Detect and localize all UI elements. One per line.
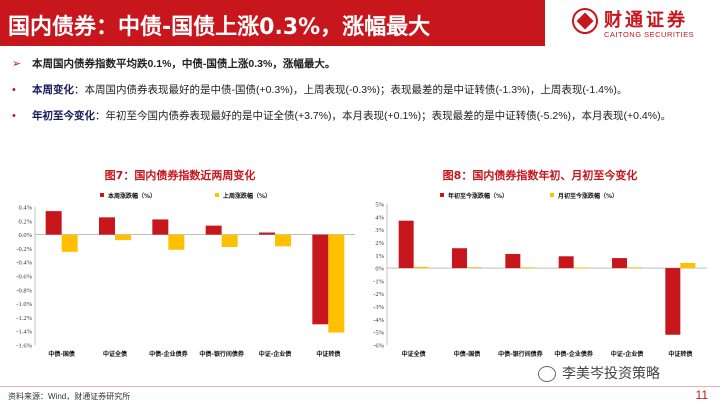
bar (467, 267, 482, 269)
y-tick-label: 1% (375, 253, 384, 260)
x-category-label: 中证全债 (103, 350, 127, 358)
legend-label: 本周涨跌幅（%） (108, 192, 156, 200)
legend-label: 月初至今涨跌幅（%） (557, 192, 618, 200)
chart-title: 图7：国内债券指数近两周变化 (105, 168, 256, 182)
x-category-label: 中证转债 (316, 350, 340, 358)
legend-swatch (550, 193, 554, 197)
legend-label: 年初至今涨跌幅（%） (448, 192, 508, 200)
x-category-label: 中债-国债 (454, 350, 481, 358)
bar (398, 220, 414, 269)
legend-label: 上周涨跌幅（%） (223, 192, 271, 200)
chart-title: 图8：国内债券指数年初、月初至今变化 (443, 168, 638, 182)
y-tick-label: 0.2% (18, 218, 32, 225)
bar (505, 253, 521, 269)
bar (558, 256, 574, 269)
watermark-text: 李美岑投资策略 (562, 366, 660, 382)
bullet-lead: 本周变化 (32, 84, 74, 96)
arrow-bullet-icon: ➢ (12, 58, 22, 70)
logo-name: 财通证券 (604, 10, 688, 31)
y-tick-label: -6% (373, 343, 384, 350)
title-bar: 国内债券：中债-国债上涨0.3%，涨幅最大 (0, 0, 545, 46)
y-tick-label: -0.6% (16, 274, 32, 281)
dot-bullet-icon: • (12, 84, 16, 96)
y-tick-label: 0% (375, 266, 384, 273)
x-category-label: 中债-银行间债券 (199, 350, 244, 358)
bar (328, 234, 345, 333)
footer-divider (0, 386, 720, 387)
y-tick-label: -1.4% (16, 329, 32, 336)
bar (612, 258, 627, 269)
x-category-label: 中证转债 (668, 350, 692, 358)
x-category-label: 中债-国债 (48, 350, 75, 358)
wechat-icon (538, 366, 556, 382)
summary-bullets: ➢ 本周国内债券指数平均跌0.1%，中债-国债上涨0.3%，涨幅最大。 • 本周… (12, 57, 712, 135)
legend-swatch (100, 193, 104, 197)
bullet-ytd: • 年初至今变化：年初至今国内债券表现最好的是中证全债(+3.7%)，本月表现(… (12, 109, 712, 135)
logo-icon (572, 8, 598, 34)
bar (520, 267, 536, 269)
bar (115, 234, 131, 241)
y-tick-label: -1.2% (16, 315, 32, 322)
bullet-text: ：本周国内债券表现最好的是中债-国债(+0.3%)，上周表现(-0.3%)；表现… (74, 84, 628, 96)
x-category-label: 中债-企业债券 (149, 350, 188, 358)
y-tick-label: -1% (373, 278, 384, 285)
bar (312, 234, 329, 325)
y-tick-label: 0.0% (18, 232, 32, 239)
bar (61, 234, 78, 252)
bullet-lead: 年初至今变化 (32, 110, 95, 122)
y-tick-label: -0.2% (16, 246, 32, 253)
bar (205, 225, 222, 235)
x-category-label: 中债-银行间债券 (498, 350, 543, 358)
bar (627, 267, 642, 269)
y-tick-label: -4% (373, 317, 384, 324)
x-category-label: 中证-企业债 (611, 350, 644, 358)
watermark: 李美岑投资策略 (538, 363, 660, 383)
page-title: 国内债券：中债-国债上涨0.3%，涨幅最大 (8, 15, 431, 40)
x-category-label: 中证-企业债 (259, 350, 292, 358)
y-tick-label: -0.4% (16, 260, 32, 267)
y-tick-label: -1.6% (16, 343, 32, 350)
y-tick-label: 4% (375, 214, 384, 221)
bar (413, 266, 429, 269)
dot-bullet-icon: • (12, 110, 16, 122)
legend-swatch (215, 193, 219, 197)
bar (99, 217, 115, 235)
y-tick-label: 2% (375, 240, 384, 247)
company-logo: 财通证券 CAITONG SECURITIES (572, 6, 712, 42)
bar (221, 234, 238, 248)
bar (152, 219, 169, 235)
bullet-weekly: • 本周变化：本周国内债券表现最好的是中债-国债(+0.3%)，上周表现(-0.… (12, 83, 712, 109)
logo-english: CAITONG SECURITIES (604, 30, 695, 39)
bar (275, 234, 291, 247)
bar (45, 211, 62, 235)
bar (573, 267, 589, 269)
bullet-text: 本周国内债券指数平均跌0.1%，中债-国债上涨0.3%，涨幅最大。 (32, 58, 336, 70)
x-category-label: 中债-企业债券 (554, 350, 593, 358)
legend-swatch (440, 193, 444, 197)
bar (452, 248, 467, 269)
bar (168, 234, 185, 250)
bar (259, 232, 275, 235)
y-tick-label: -3% (373, 304, 384, 311)
y-tick-label: -2% (373, 291, 384, 298)
bar (680, 262, 696, 269)
y-tick-label: -0.8% (16, 287, 32, 294)
x-category-label: 中证全债 (402, 350, 426, 358)
y-tick-label: 0.4% (18, 205, 32, 212)
source-note: 资料来源：Wind，财通证券研究所 (8, 392, 131, 401)
y-tick-label: -5% (373, 330, 384, 337)
bar (665, 268, 681, 335)
y-tick-label: 3% (375, 227, 384, 234)
y-tick-label: 5% (375, 202, 384, 209)
page-number: 11 (695, 388, 708, 402)
bullet-text: ：年初至今国内债券表现最好的是中证全债(+3.7%)，本月表现(+0.1%)；表… (95, 110, 672, 122)
y-tick-label: -1.0% (16, 301, 32, 308)
bullet-summary: ➢ 本周国内债券指数平均跌0.1%，中债-国债上涨0.3%，涨幅最大。 (12, 57, 712, 83)
